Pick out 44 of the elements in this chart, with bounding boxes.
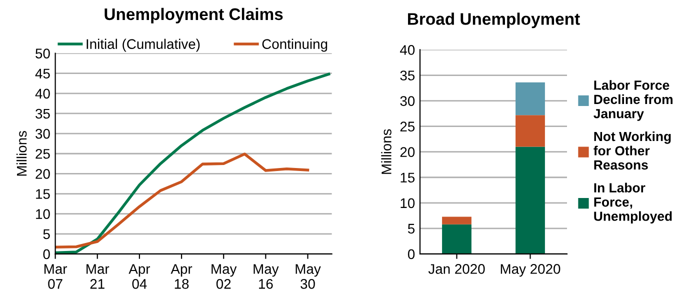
x-tick-label: Jan 2020 [428, 264, 485, 274]
y-tick-label: 15 [400, 172, 415, 183]
bar [516, 146, 545, 254]
y-tick-label: 35 [400, 70, 415, 80]
x-tick-label: Mar 07 [44, 264, 68, 289]
y-tick-label: 15 [36, 189, 50, 199]
y-tick-label: 30 [400, 96, 415, 106]
y-axis-title: Millions [381, 129, 392, 174]
y-tick-label: 5 [408, 224, 415, 234]
y-tick-label: 45 [35, 68, 50, 79]
chart-title: Unemployment Claims [104, 8, 283, 24]
y-tick-label: 35 [36, 108, 50, 119]
x-tick-label: May 02 [212, 264, 237, 289]
legend-label: In Labor Force, Unemployed [594, 182, 672, 224]
bar [442, 216, 472, 224]
y-tick-label: 25 [36, 148, 50, 159]
legend-label: Initial (Cumulative) [86, 38, 200, 52]
y-tick-label: 40 [35, 88, 50, 99]
y-tick-label: 20 [36, 169, 50, 179]
y-tick-label: 30 [36, 128, 50, 139]
y-tick-label: 10 [36, 209, 50, 219]
line-series [55, 152, 310, 249]
bar [516, 115, 545, 147]
x-tick-label: May 16 [254, 264, 279, 289]
x-tick-label: Apr 18 [170, 264, 192, 289]
x-tick-label: May 2020 [500, 264, 560, 277]
y-tick-label: 0 [408, 249, 415, 260]
legend-label: Not Working for Other Reasons [594, 131, 671, 170]
y-tick-label: 5 [43, 229, 50, 240]
y-tick-label: 0 [43, 249, 50, 260]
x-tick-label: Apr 04 [128, 264, 150, 289]
chart-title: Broad Unemployment [408, 12, 580, 28]
y-tick-label: 50 [36, 48, 50, 58]
bar [516, 82, 545, 116]
y-tick-label: 25 [400, 122, 415, 132]
x-tick-label: Mar 21 [86, 264, 110, 289]
y-tick-label: 10 [400, 198, 415, 208]
legend-label: Continuing [262, 38, 328, 52]
y-axis-title: Millions [16, 130, 27, 176]
y-tick-label: 20 [400, 147, 415, 158]
legend-label: Labor Force Decline from January [594, 80, 672, 121]
bar [442, 224, 472, 254]
x-tick-label: May 30 [296, 264, 321, 289]
y-tick-label: 40 [400, 45, 415, 55]
